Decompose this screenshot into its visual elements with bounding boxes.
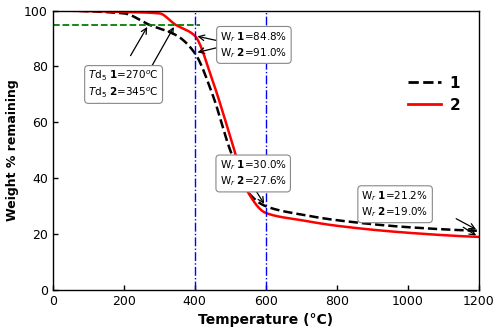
1 [124, 12, 130, 16]
X-axis label: Temperature (°C): Temperature (°C) [198, 313, 334, 327]
1 [232, 160, 237, 164]
Text: W$_r$ $\bf{1}$=30.0%
W$_r$ $\bf{2}$=27.6%: W$_r$ $\bf{1}$=30.0% W$_r$ $\bf{2}$=27.6… [220, 159, 287, 188]
1 [50, 9, 56, 13]
1 [467, 228, 473, 232]
Line: 1: 1 [53, 11, 478, 231]
Legend: $\bf{1}$, $\bf{2}$: $\bf{1}$, $\bf{2}$ [402, 69, 466, 119]
1 [213, 103, 219, 107]
Text: W$_r$ $\bf{1}$=84.8%
W$_r$ $\bf{2}$=91.0%: W$_r$ $\bf{1}$=84.8% W$_r$ $\bf{2}$=91.0… [220, 30, 288, 60]
2 [98, 9, 104, 13]
2 [467, 234, 473, 238]
Line: 2: 2 [53, 11, 478, 237]
1 [422, 226, 428, 230]
2 [232, 149, 237, 153]
2 [213, 89, 219, 93]
1 [476, 229, 482, 233]
2 [422, 232, 428, 236]
2 [50, 9, 56, 13]
Y-axis label: Weight % remaining: Weight % remaining [6, 79, 18, 221]
2 [476, 235, 482, 239]
1 [98, 10, 104, 14]
Text: W$_r$ $\bf{1}$=21.2%
W$_r$ $\bf{2}$=19.0%: W$_r$ $\bf{1}$=21.2% W$_r$ $\bf{2}$=19.0… [362, 189, 428, 219]
Text: $\it{T}$d$_5$ $\bf{1}$=270$^{o}$C
$\it{T}$d$_5$ $\bf{2}$=345$^{o}$C: $\it{T}$d$_5$ $\bf{1}$=270$^{o}$C $\it{T… [88, 69, 159, 100]
2 [124, 10, 130, 14]
